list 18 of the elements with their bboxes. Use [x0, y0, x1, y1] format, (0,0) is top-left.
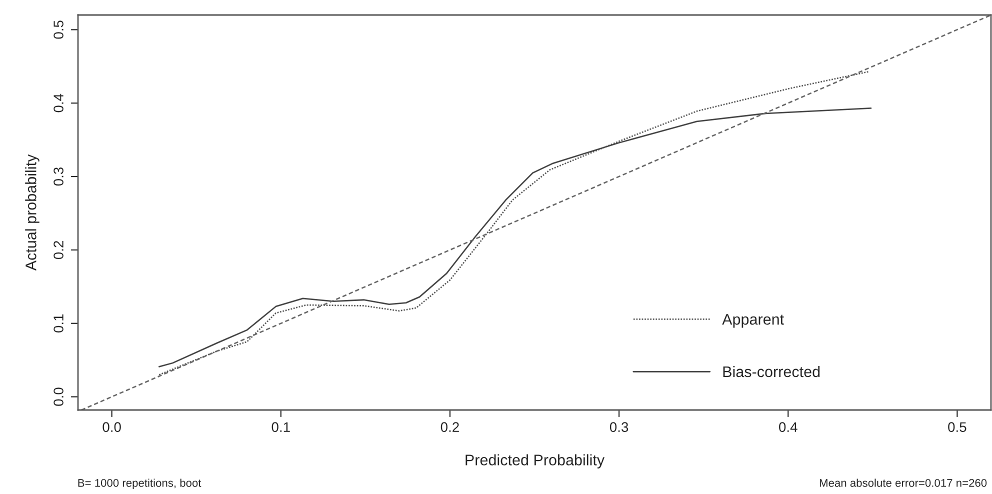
y-tick-label: 0.3: [54, 167, 64, 186]
text: B= 1000 repetitions, boot: [78, 478, 202, 490]
legend-label: Bias-corrected: [723, 366, 820, 378]
y-tick-label: 0.2: [54, 240, 64, 260]
y-axis-title: Actual probability: [25, 154, 40, 271]
legend-label: Apparent: [722, 314, 784, 328]
y-tick-label: 0.4: [54, 94, 64, 112]
x-tick-label: 0.3: [610, 422, 628, 432]
text: Mean absolute error=0.017 n=260: [820, 478, 987, 487]
y-tick-label: 0.5: [54, 20, 64, 39]
x-tick-label: 0.5: [948, 422, 966, 432]
x-axis-title: Predicted Probability: [466, 454, 605, 468]
x-tick-label: 0.0: [102, 422, 121, 432]
y-tick-label: 0.1: [54, 314, 64, 332]
x-tick-label: 0.4: [779, 422, 798, 432]
x-tick-label: 0.1: [272, 422, 290, 432]
x-tick-label: 0.2: [440, 422, 459, 432]
y-tick-label: 0.0: [54, 388, 64, 406]
